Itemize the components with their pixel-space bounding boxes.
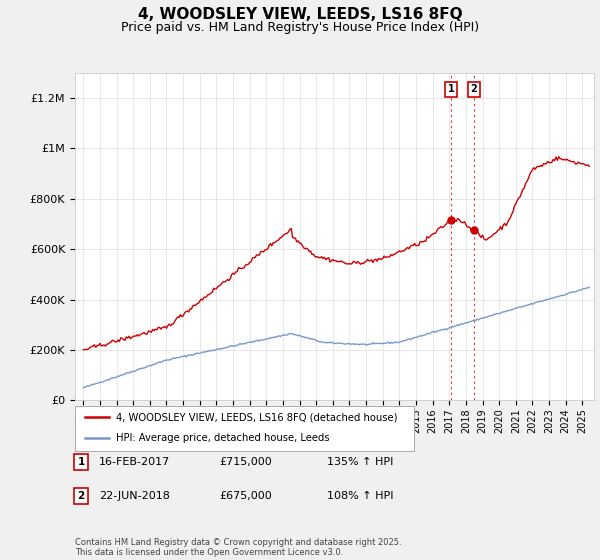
Text: 2: 2 [77, 491, 85, 501]
Text: 16-FEB-2017: 16-FEB-2017 [99, 457, 170, 467]
Text: 1: 1 [448, 84, 455, 94]
Text: £715,000: £715,000 [219, 457, 272, 467]
Text: 4, WOODSLEY VIEW, LEEDS, LS16 8FQ: 4, WOODSLEY VIEW, LEEDS, LS16 8FQ [137, 7, 463, 22]
Text: 22-JUN-2018: 22-JUN-2018 [99, 491, 170, 501]
Text: 4, WOODSLEY VIEW, LEEDS, LS16 8FQ (detached house): 4, WOODSLEY VIEW, LEEDS, LS16 8FQ (detac… [116, 412, 397, 422]
Text: 135% ↑ HPI: 135% ↑ HPI [327, 457, 394, 467]
Text: 1: 1 [77, 457, 85, 467]
Text: HPI: Average price, detached house, Leeds: HPI: Average price, detached house, Leed… [116, 433, 329, 444]
Text: 2: 2 [470, 84, 477, 94]
Text: Price paid vs. HM Land Registry's House Price Index (HPI): Price paid vs. HM Land Registry's House … [121, 21, 479, 34]
Text: £675,000: £675,000 [219, 491, 272, 501]
Text: Contains HM Land Registry data © Crown copyright and database right 2025.
This d: Contains HM Land Registry data © Crown c… [75, 538, 401, 557]
Text: 108% ↑ HPI: 108% ↑ HPI [327, 491, 394, 501]
